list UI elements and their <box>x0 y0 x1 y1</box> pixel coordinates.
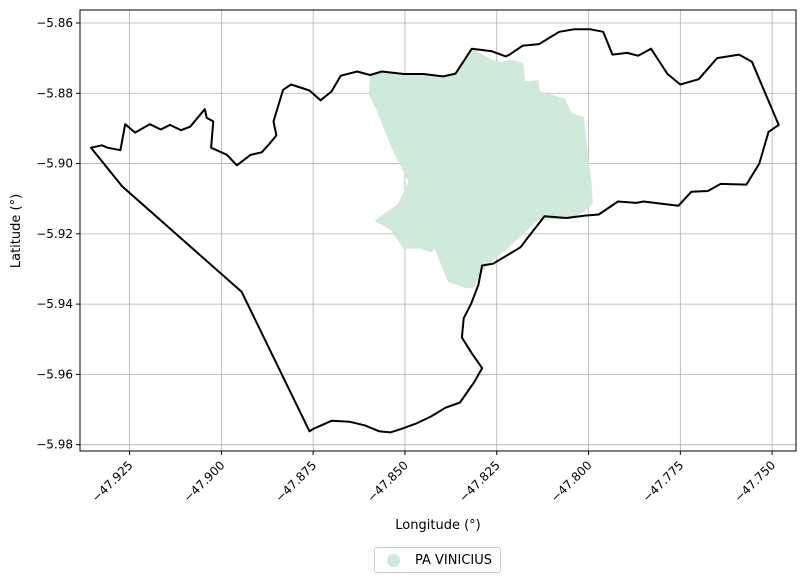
x-tick-label: −47.850 <box>364 458 411 505</box>
x-tick-label: −47.750 <box>732 458 779 505</box>
x-axis-label: Longitude (°) <box>395 518 480 533</box>
x-tick-label: −47.825 <box>456 458 503 505</box>
grid-lines <box>80 10 796 451</box>
legend-label-pa-vinicius: PA VINICIUS <box>415 552 492 568</box>
x-tick-label: −47.900 <box>181 458 228 505</box>
boundary-outline <box>90 28 780 434</box>
y-tick-label: −5.92 <box>36 227 73 241</box>
legend: PA VINICIUS <box>374 547 501 573</box>
pa-vinicius-area <box>368 48 593 289</box>
y-tick-label: −5.94 <box>36 297 73 311</box>
y-tick-label: −5.86 <box>36 16 73 30</box>
y-tick-label: −5.98 <box>36 438 73 452</box>
x-tick-label: −47.800 <box>548 458 595 505</box>
x-tick-label: −47.775 <box>640 458 687 505</box>
y-axis-label: Latitude (°) <box>9 194 24 268</box>
x-tick-label: −47.925 <box>89 458 136 505</box>
y-tick-label: −5.96 <box>36 367 73 381</box>
x-tick-label: −47.875 <box>273 458 320 505</box>
plot-frame <box>79 9 797 452</box>
y-tick-label: −5.90 <box>36 157 73 171</box>
map-features <box>90 28 780 434</box>
legend-swatch-pa-vinicius <box>387 553 400 567</box>
y-tick-label: −5.88 <box>36 86 73 100</box>
